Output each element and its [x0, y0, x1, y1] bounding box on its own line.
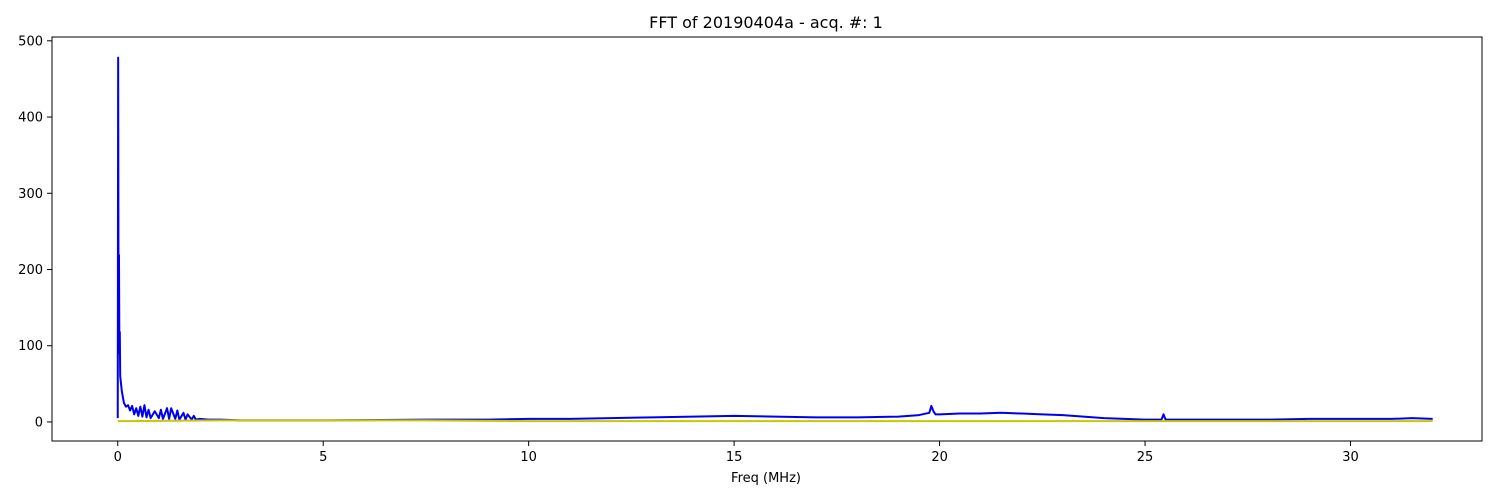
x-tick-label: 5 — [319, 450, 327, 465]
x-axis-title: Freq (MHz) — [731, 471, 801, 486]
y-tick-label: 500 — [18, 34, 43, 49]
chart-title: FFT of 20190404a - acq. #: 1 — [649, 13, 883, 32]
y-axis: 0 100 200 300 400 500 — [18, 34, 52, 430]
x-tick-label: 25 — [1137, 450, 1154, 465]
y-tick-label: 100 — [18, 339, 43, 354]
y-tick-label: 400 — [18, 111, 43, 126]
x-tick-label: 10 — [520, 450, 537, 465]
series-layer — [116, 56, 1433, 423]
x-axis: 0 5 10 15 20 25 30 — [114, 441, 1359, 465]
x-tick-label: 15 — [726, 450, 743, 465]
x-tick-label: 30 — [1342, 450, 1359, 465]
plot-area — [51, 36, 1483, 442]
x-tick-label: 0 — [114, 450, 122, 465]
y-tick-label: 200 — [18, 263, 43, 278]
x-tick-label: 20 — [931, 450, 948, 465]
y-tick-label: 300 — [18, 187, 43, 202]
y-tick-label: 0 — [35, 415, 43, 430]
yellow-series-line — [117, 419, 1433, 423]
plot-frame — [51, 36, 1483, 442]
